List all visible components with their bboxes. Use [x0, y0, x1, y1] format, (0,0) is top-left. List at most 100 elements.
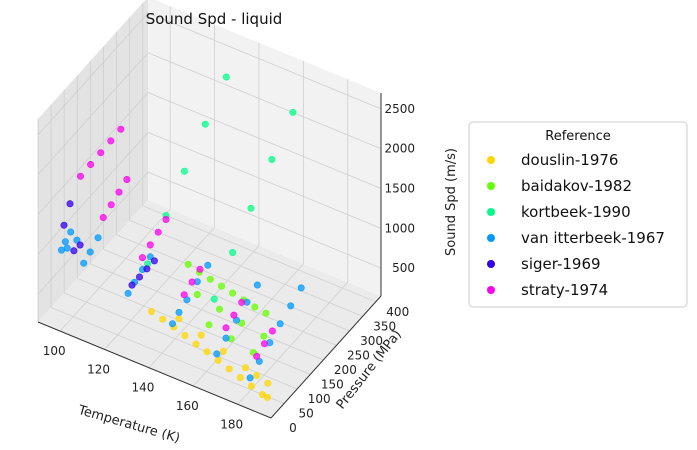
- data-point: [148, 307, 156, 315]
- grid-line-z: [147, 12, 382, 110]
- grid-line-y: [90, 263, 324, 361]
- data-point: [73, 236, 81, 244]
- x-axis-line: [37, 321, 272, 419]
- data-point: [262, 309, 270, 317]
- data-point: [230, 311, 238, 319]
- data-point: [229, 249, 237, 257]
- data-point: [175, 315, 183, 323]
- data-point: [146, 241, 154, 249]
- data-point: [222, 73, 230, 81]
- legend-item: douslin-1976: [487, 151, 618, 169]
- data-point: [123, 176, 131, 184]
- data-point: [287, 302, 295, 310]
- data-point: [297, 284, 305, 292]
- grid-line-y: [77, 278, 311, 375]
- axis-lines: [37, 93, 382, 419]
- legend-marker: [487, 182, 495, 190]
- data-point: [86, 248, 94, 256]
- z-tick-label: 1000: [384, 221, 415, 235]
- grid-line-y: [142, 205, 376, 303]
- data-point: [188, 278, 196, 286]
- data-point: [247, 382, 255, 390]
- y-axis-line: [270, 295, 382, 419]
- data-point: [216, 305, 224, 313]
- data-point: [229, 289, 237, 297]
- data-point: [242, 364, 250, 372]
- data-point: [238, 319, 246, 327]
- data-point: [180, 167, 188, 175]
- data-point: [150, 257, 158, 265]
- data-point: [222, 324, 230, 332]
- data-point: [192, 340, 200, 348]
- data-point: [260, 332, 268, 340]
- legend: Reference douslin-1976 baidakov-1982 kortb…: [468, 121, 688, 308]
- data-point: [162, 216, 170, 224]
- data-point: [246, 374, 254, 382]
- grid-line-z: [37, 52, 149, 175]
- data-point: [196, 265, 204, 273]
- data-point: [201, 120, 209, 128]
- legend-label: baidakov-1982: [521, 177, 632, 195]
- legend-marker: [487, 286, 495, 294]
- data-point: [87, 161, 95, 169]
- data-point: [222, 334, 230, 342]
- z-tick-label: 1500: [384, 182, 415, 196]
- data-point: [247, 204, 255, 212]
- chart-title: Sound Spd - liquid: [146, 10, 283, 28]
- data-point: [128, 281, 136, 289]
- floor-pane: [38, 200, 381, 418]
- y-tick-label: 200: [334, 363, 357, 377]
- legend-label: kortbeek-1990: [521, 203, 631, 221]
- data-point: [276, 320, 284, 328]
- y-tick-label: 100: [308, 392, 331, 406]
- legend-item: baidakov-1982: [487, 177, 632, 195]
- legend-item: straty-1974: [487, 281, 608, 299]
- legend-label: siger-1969: [521, 255, 601, 273]
- legend-label: straty-1974: [521, 281, 608, 299]
- legend-frame: [468, 121, 688, 308]
- axis-panes: [38, 0, 381, 418]
- legend-label: douslin-1976: [521, 151, 618, 169]
- data-point: [264, 379, 272, 387]
- back-pane: [148, 0, 381, 296]
- data-point: [214, 356, 222, 364]
- y-tick-label: 350: [373, 319, 396, 333]
- legend-title: Reference: [545, 129, 610, 144]
- y-tick-label: 150: [321, 377, 344, 391]
- data-point: [260, 340, 268, 348]
- grid-line-y: [103, 249, 337, 346]
- data-point: [289, 108, 297, 116]
- data-points: [57, 73, 305, 401]
- grid-line-z: [147, 171, 382, 269]
- y-tick-label: 0: [289, 421, 297, 435]
- data-point: [117, 125, 125, 133]
- data-point: [193, 290, 201, 298]
- y-tick-label: 300: [360, 334, 383, 348]
- data-point: [66, 200, 74, 208]
- grid-line-z: [37, 132, 149, 255]
- data-point: [238, 298, 246, 306]
- grid-line-z: [147, 92, 382, 189]
- x-axis-label: Temperature (K): [75, 403, 181, 447]
- data-point: [253, 371, 261, 379]
- z-axis-label: Sound Spd (m/s): [444, 148, 459, 256]
- data-point: [61, 238, 69, 246]
- data-point: [184, 260, 192, 268]
- data-point: [63, 244, 71, 252]
- grid-line-z: [147, 52, 382, 150]
- legend-label: van itterbeek-1967: [521, 229, 665, 247]
- data-point: [203, 348, 211, 356]
- data-point: [268, 327, 276, 335]
- y-tick-label: 400: [386, 305, 409, 319]
- data-point: [197, 331, 205, 339]
- data-point: [146, 253, 154, 261]
- data-point: [99, 214, 107, 222]
- data-point: [251, 303, 259, 311]
- grid-line-z: [37, 171, 149, 295]
- data-point: [219, 347, 227, 355]
- data-point: [115, 188, 123, 196]
- grid-line-z: [37, 12, 149, 136]
- grid-line-y: [116, 234, 350, 332]
